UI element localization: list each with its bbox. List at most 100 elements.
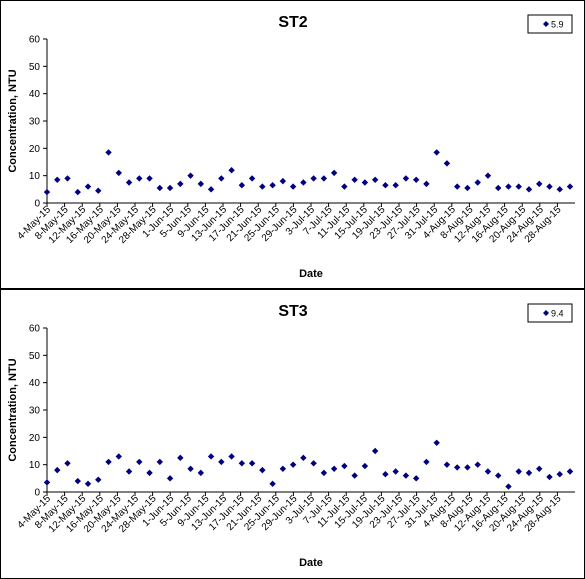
chart-1-ytick-label: 40	[29, 378, 41, 389]
chart-0-data-point	[382, 182, 389, 189]
chart-0-data-point	[43, 188, 51, 196]
chart-1-legend-box	[527, 303, 573, 323]
chart-0-data-point	[515, 183, 522, 190]
chart-st3: ST3 9.401020304050604-May-158-May-1512-Ma…	[7, 303, 575, 569]
chart-0-legend-box	[527, 14, 573, 34]
chart-1-ytick-label: 50	[29, 351, 41, 362]
chart-1-ytick-label: 60	[29, 324, 41, 335]
chart-1-data-point	[166, 475, 174, 482]
chart-1-data-point	[371, 447, 379, 455]
chart-0-data-point	[546, 183, 553, 190]
chart-0-data-point	[341, 183, 348, 190]
chart-1-data-point	[556, 471, 563, 478]
chart-1-ytick-label: 10	[29, 460, 41, 471]
chart-1-data-point	[536, 465, 543, 472]
chart-1-data-point	[177, 454, 184, 462]
chart-1-data-point	[54, 466, 61, 474]
chart-1-data-point	[423, 458, 430, 466]
chart-1-data-point	[484, 468, 492, 475]
chart-1-data-point	[105, 458, 112, 466]
chart-1-data-point	[361, 462, 369, 470]
chart-0-ytick-label: 10	[29, 171, 41, 182]
chart-1-data-point	[320, 469, 328, 477]
chart-1-legend-marker	[543, 310, 549, 316]
chart-1-data-point	[341, 462, 348, 470]
chart-0-data-point	[228, 167, 235, 174]
chart-0-data-point	[300, 179, 307, 186]
chart-1-data-point	[289, 461, 297, 468]
chart-1-data-point	[136, 458, 143, 466]
chart-0-data-point	[556, 186, 563, 193]
chart-0-data-point	[84, 183, 92, 190]
chart-0-data-point	[125, 179, 133, 186]
chart-0-data-point	[74, 188, 81, 196]
chart-1-data-point	[228, 453, 235, 460]
chart-1-data-point	[115, 453, 122, 460]
chart-0-data-point	[238, 182, 246, 189]
chart-0-data-point	[495, 184, 502, 192]
chart-0-title: ST2	[278, 14, 307, 31]
chart-0-data-point	[248, 175, 256, 182]
chart-0-data-point	[54, 176, 61, 183]
chart-0-data-point	[269, 182, 276, 189]
chart-1-data-point	[402, 472, 410, 479]
chart-1-data-point	[259, 466, 266, 474]
chart-1-data-point	[330, 465, 338, 472]
chart-1-data-point	[412, 475, 420, 482]
chart-0-data-point	[177, 180, 184, 188]
chart-1-data-point	[269, 480, 276, 487]
chart-0-data-point	[310, 175, 317, 182]
chart-panel-st2: ST2 5.9 0 10 20 30 40 50 60 4-May-15 8-May-15 12-Ma…	[0, 0, 585, 289]
chart-1-data-point	[95, 476, 102, 483]
chart-1-data-point	[146, 469, 153, 477]
chart-0-data-point	[207, 186, 215, 193]
chart-0-data-point	[259, 183, 266, 190]
chart-0-data-point	[392, 182, 399, 189]
chart-1-data-point	[125, 468, 133, 475]
chart-0-data-point	[361, 179, 369, 186]
chart-0-data-point	[197, 180, 205, 188]
chart-1-ytick-label: 20	[29, 433, 41, 444]
chart-1-data-point	[464, 464, 471, 471]
chart-0-data-point	[484, 172, 492, 179]
chart-1-data-point	[351, 472, 358, 479]
chart-1-data-point	[474, 461, 481, 468]
chart-0-data-point	[146, 175, 153, 182]
chart-1-data-point	[495, 472, 502, 479]
chart-0-data-point	[474, 179, 481, 186]
chart-0-data-point	[412, 176, 420, 183]
chart-1-data-point	[74, 477, 81, 485]
chart-1-data-point	[64, 460, 71, 467]
chart-1-data-point	[382, 471, 389, 478]
chart-1-data-point	[248, 460, 256, 467]
chart-1-data-point	[310, 460, 317, 467]
chart-1-data-point	[515, 468, 522, 475]
chart-1-data-point	[505, 483, 512, 490]
chart-0-legend-label: 5.9	[551, 20, 564, 30]
chart-1-data-point	[300, 454, 307, 462]
chart-0-data-point	[330, 169, 338, 177]
chart-1-xlabel: Date	[299, 557, 323, 569]
chart-1-data-point	[207, 453, 215, 460]
chart-0-data-point	[371, 176, 379, 183]
chart-0-data-point	[156, 184, 164, 192]
chart-0-data-point	[289, 183, 297, 190]
chart-1-data-point	[443, 461, 451, 468]
chart-0-data-point	[525, 186, 533, 193]
chart-0-ylabel: Concentration, NTU	[7, 69, 19, 172]
chart-1-title: ST3	[278, 303, 307, 320]
chart-1-data-point	[392, 468, 399, 475]
chart-0-ytick-label: 0	[34, 199, 40, 210]
chart-1-data-point	[218, 458, 225, 466]
chart-1-ytick-label: 0	[34, 488, 40, 499]
chart-0-ytick-label: 20	[29, 144, 41, 155]
chart-0-data-point	[505, 183, 512, 190]
chart-1-ytick-label: 30	[29, 406, 41, 417]
chart-0-data-point	[402, 175, 410, 182]
chart-0-data-point	[105, 149, 112, 156]
chart-1-data-point	[43, 479, 51, 486]
chart-1-data-point	[433, 439, 440, 446]
chart-0-ytick-label: 60	[29, 35, 41, 46]
chart-0-ytick-label: 50	[29, 62, 41, 73]
chart-0-data-point	[279, 177, 287, 185]
